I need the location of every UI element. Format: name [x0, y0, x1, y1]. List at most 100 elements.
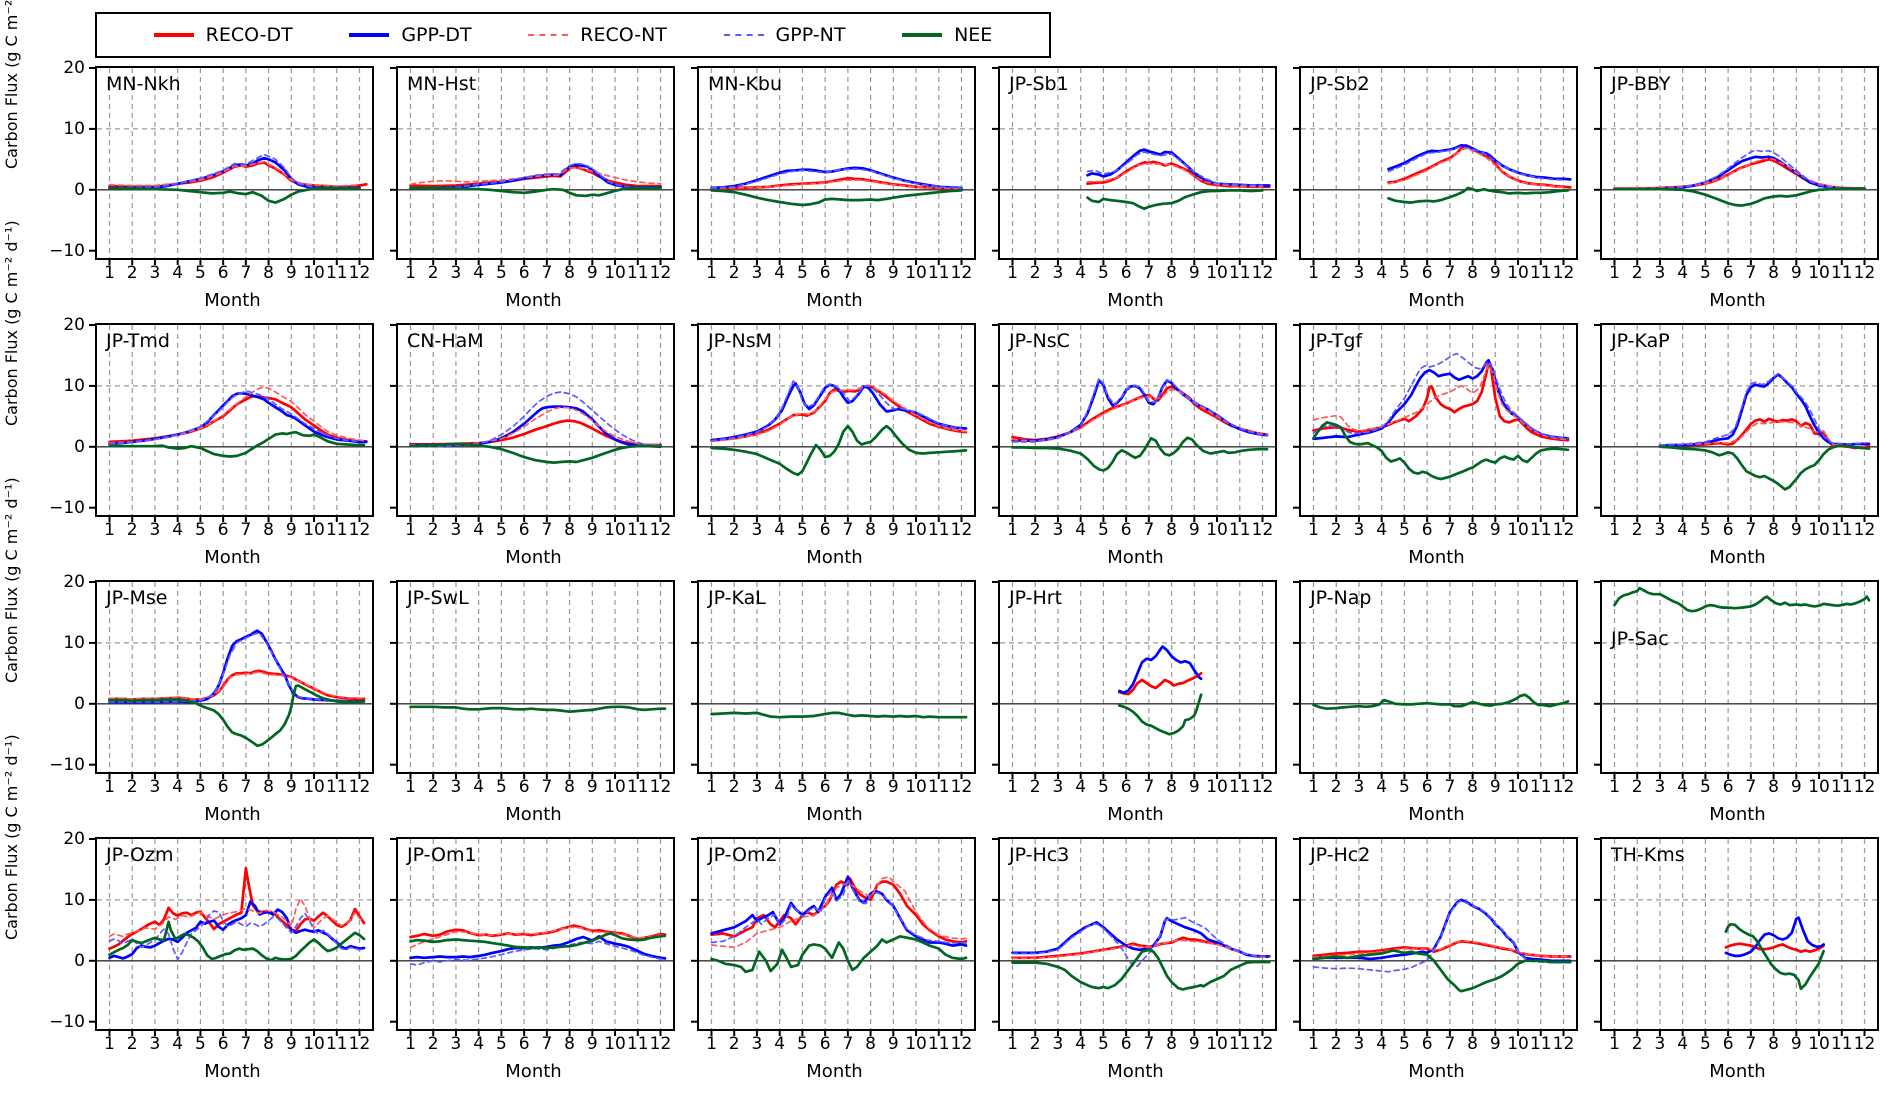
x-tick-label: 8 — [1467, 777, 1478, 797]
series-gpp-nt-JP-Ozm — [108, 910, 365, 961]
x-tick-label: 6 — [1722, 777, 1734, 797]
x-tick-label: 4 — [1376, 1034, 1388, 1054]
x-tick-label: 3 — [1654, 777, 1666, 797]
plot-area-JP-Mse: JP-Mse — [89, 580, 374, 779]
x-tick-label: 9 — [1790, 263, 1802, 283]
plot-svg-JP-NsC — [992, 324, 1275, 522]
x-tick-label: 9 — [586, 520, 598, 540]
x-tick-label: 8 — [263, 1034, 274, 1054]
plot-area-JP-Hc2: JP-Hc2 — [1293, 837, 1578, 1036]
plot-svg-JP-Sac — [1594, 581, 1877, 779]
series-gpp-nt-JP-Hc2 — [1312, 899, 1572, 973]
x-tick-label: 9 — [1790, 520, 1802, 540]
x-tick-label: 3 — [450, 520, 462, 540]
x-tick-label: 7 — [541, 1034, 553, 1054]
x-tick-label: 11 — [1830, 1034, 1853, 1054]
x-tick-label: 10 — [303, 777, 325, 797]
plot-svg-CN-HaM — [390, 324, 673, 522]
plot-svg-JP-KaL — [691, 581, 974, 779]
series-reco-dt-JP-NsM — [710, 384, 968, 443]
series-gpp-nt-CN-HaM — [409, 391, 662, 448]
x-tick-label: 3 — [149, 520, 161, 540]
x-tick-label: 7 — [842, 777, 854, 797]
x-tick-label: 3 — [450, 263, 462, 283]
series-gpp-nt-JP-Om2 — [710, 878, 967, 944]
x-tick-label: 2 — [1330, 777, 1342, 797]
x-tick-label: 11 — [325, 520, 348, 540]
x-tick-label: 4 — [1376, 263, 1388, 283]
x-tick-label: 3 — [1654, 1034, 1666, 1054]
x-tick-label: 2 — [728, 777, 740, 797]
x-tick-label: 6 — [217, 263, 229, 283]
series-gpp-nt-JP-Tmd — [108, 390, 361, 445]
x-tick-label: 4 — [774, 263, 786, 283]
site-label-JP-NsC: JP-NsC — [1009, 330, 1070, 352]
legend-label: GPP-NT — [775, 24, 846, 46]
x-tick-label: 7 — [240, 263, 252, 283]
x-axis-title: Month — [204, 804, 261, 825]
plot-area-JP-Om2: JP-Om2 — [691, 837, 976, 1036]
x-axis-title: Month — [505, 547, 562, 568]
x-tick-label: 5 — [495, 1034, 507, 1054]
series-nee-MN-Kbu — [710, 189, 963, 207]
x-tick-label: 8 — [1467, 1034, 1478, 1054]
x-tick-label: 9 — [1489, 1034, 1501, 1054]
x-tick-label: 2 — [427, 520, 439, 540]
x-tick-label: 1 — [405, 263, 416, 283]
series-reco-nt-MN-Kbu — [710, 179, 963, 190]
series-gpp-dt-MN-Kbu — [710, 166, 963, 190]
subplot-row-1: Carbon Flux (g C m⁻² d⁻¹) 20 10 0 −10 MN-Nkh 1… — [0, 0, 1892, 323]
y-tick-label: −10 — [49, 1011, 85, 1032]
x-tick-label: 7 — [842, 520, 854, 540]
x-tick-label: 12 — [1853, 1034, 1876, 1054]
plot-svg-MN-Hst — [390, 67, 673, 265]
x-tick-label: 5 — [1398, 263, 1410, 283]
x-axis-title: Month — [1107, 804, 1164, 825]
x-axis-title: Month — [204, 1061, 261, 1082]
x-tick-label: 6 — [217, 520, 229, 540]
x-tick-label: 8 — [865, 777, 876, 797]
site-label-JP-BBY: JP-BBY — [1611, 73, 1671, 95]
plot-svg-JP-Tgf — [1293, 324, 1576, 522]
x-tick-label: 2 — [1330, 263, 1342, 283]
panels-container: JP-Ozm 1 2 3 4 5 6 7 8 9 10 11 12 Month JP-Om1 1 2 3 4 5 6 7 8… — [89, 837, 1892, 1094]
x-tick-label: 4 — [1075, 777, 1087, 797]
panel-JP-Tgf: JP-Tgf 1 2 3 4 5 6 7 8 9 10 11 12 Month — [1293, 323, 1578, 580]
series-reco-nt-JP-Tmd — [108, 386, 365, 444]
series-gpp-dt-JP-KaP — [1658, 372, 1871, 447]
y-tick-label: −10 — [49, 497, 85, 518]
series-reco-nt-JP-BBY — [1613, 157, 1866, 189]
x-tick-label: 12 — [348, 263, 371, 283]
x-tick-labels: 1 2 3 4 5 6 7 8 9 10 11 12 — [1600, 520, 1875, 546]
panel-JP-Nap: JP-Nap 1 2 3 4 5 6 7 8 9 10 11 12 Month — [1293, 580, 1578, 837]
site-label-JP-SwL: JP-SwL — [407, 587, 469, 609]
x-tick-label: 10 — [1808, 520, 1830, 540]
x-tick-label: 9 — [1188, 777, 1200, 797]
x-tick-label: 1 — [1007, 263, 1018, 283]
y-tick-label: 0 — [74, 179, 85, 200]
x-tick-label: 2 — [1631, 777, 1643, 797]
x-tick-label: 4 — [172, 1034, 184, 1054]
y-axis-zone: Carbon Flux (g C m⁻² d⁻¹) 20 10 0 −10 — [0, 0, 95, 323]
gpp-nt-line-swatch-icon — [723, 34, 764, 36]
x-tick-label: 8 — [1768, 520, 1779, 540]
x-tick-label: 6 — [819, 777, 831, 797]
series-gpp-dt-JP-Om2 — [710, 875, 968, 947]
x-tick-label: 1 — [1609, 520, 1620, 540]
site-label-JP-Sac: JP-Sac — [1611, 628, 1669, 650]
plot-svg-JP-NsM — [691, 324, 974, 522]
x-tick-labels: 1 2 3 4 5 6 7 8 9 10 11 12 — [396, 520, 671, 546]
x-tick-label: 7 — [1143, 263, 1155, 283]
x-tick-label: 8 — [1467, 263, 1478, 283]
plot-svg-JP-KaP — [1594, 324, 1877, 522]
y-axis-zone: Carbon Flux (g C m⁻² d⁻¹) 20 10 0 −10 — [0, 477, 95, 837]
plot-area-JP-Ozm: JP-Ozm — [89, 837, 374, 1036]
series-reco-dt-JP-Ozm — [108, 866, 366, 950]
x-tick-label: 3 — [751, 1034, 763, 1054]
plot-area-CN-HaM: CN-HaM — [390, 323, 675, 522]
x-tick-label: 1 — [405, 1034, 416, 1054]
x-tick-label: 6 — [819, 520, 831, 540]
x-tick-label: 5 — [1097, 1034, 1109, 1054]
y-tick-label: −10 — [49, 240, 85, 261]
plot-area-JP-Sac: JP-Sac — [1594, 580, 1879, 779]
